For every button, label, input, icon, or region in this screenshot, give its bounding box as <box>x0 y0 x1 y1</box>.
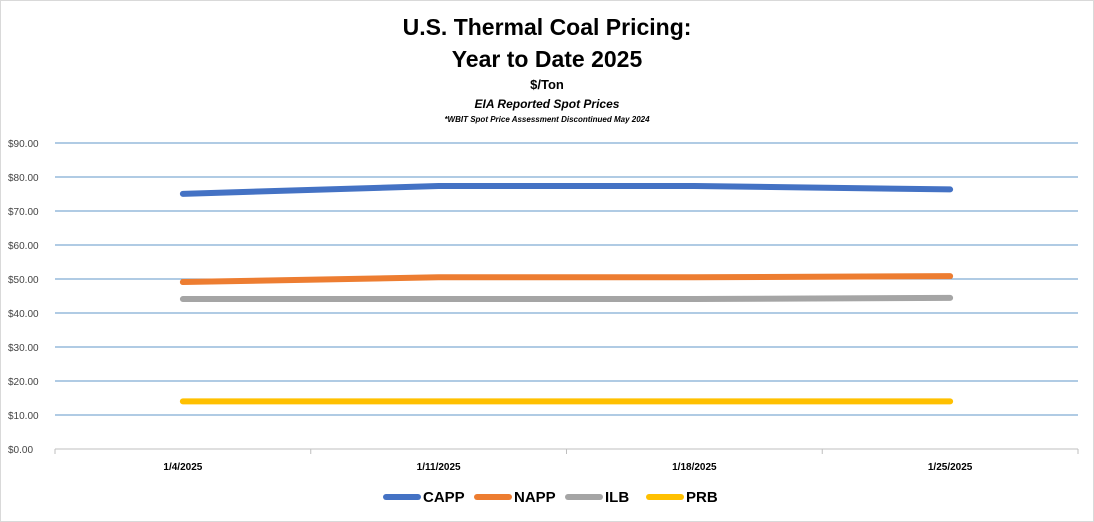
unit-label: $/Ton <box>530 77 564 92</box>
chart-title-line-2: Year to Date 2025 <box>451 46 643 72</box>
y-tick-label: $40.00 <box>8 309 39 320</box>
y-tick-label: $0.00 <box>8 445 33 456</box>
x-tick-label: 1/4/2025 <box>163 462 202 473</box>
y-tick-label: $70.00 <box>8 207 39 218</box>
chart-subtitle: EIA Reported Spot Prices <box>474 97 620 111</box>
y-tick-label: $90.00 <box>8 139 39 150</box>
y-tick-label: $80.00 <box>8 173 39 184</box>
series-line-ilb <box>179 294 954 303</box>
legend-label-capp: CAPP <box>423 489 465 506</box>
series-line-capp <box>179 183 954 197</box>
y-tick-label: $60.00 <box>8 241 39 252</box>
series-line-napp <box>179 273 954 286</box>
x-tick-label: 1/18/2025 <box>672 462 717 473</box>
x-tick-label: 1/25/2025 <box>928 462 973 473</box>
legend-label-prb: PRB <box>686 489 718 506</box>
y-tick-label: $20.00 <box>8 377 39 388</box>
y-tick-label: $30.00 <box>8 343 39 354</box>
x-tick-label: 1/11/2025 <box>417 462 461 473</box>
y-tick-label: $10.00 <box>8 411 39 422</box>
y-tick-label: $50.00 <box>8 275 39 286</box>
legend-label-ilb: ILB <box>605 489 629 506</box>
legend-label-napp: NAPP <box>514 489 556 506</box>
chart-title-line-1: U.S. Thermal Coal Pricing: <box>402 14 692 40</box>
chart-note: *WBIT Spot Price Assessment Discontinued… <box>444 115 650 124</box>
